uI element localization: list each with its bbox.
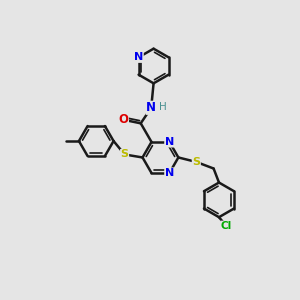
Text: N: N (146, 101, 156, 114)
Text: S: S (192, 157, 200, 167)
Text: S: S (121, 149, 129, 160)
Text: N: N (165, 137, 174, 147)
Text: Cl: Cl (221, 221, 232, 231)
Text: O: O (118, 113, 128, 126)
Text: N: N (134, 52, 143, 62)
Text: H: H (159, 102, 167, 112)
Text: N: N (165, 168, 174, 178)
